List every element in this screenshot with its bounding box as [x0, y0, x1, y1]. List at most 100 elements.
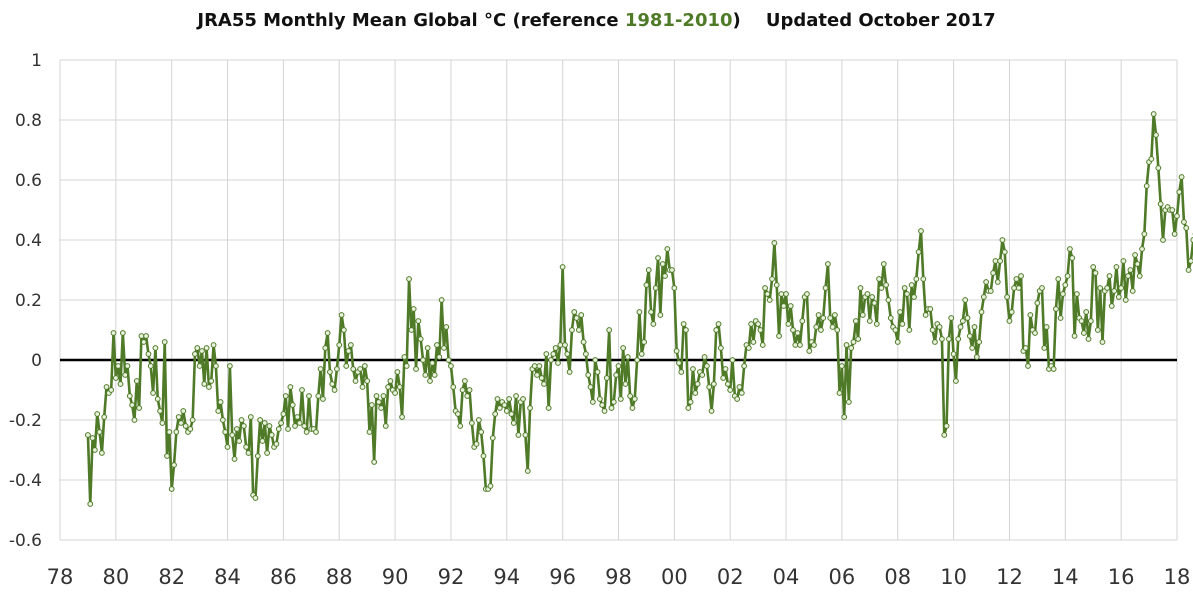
- data-point: [755, 321, 761, 327]
- data-point: [464, 393, 471, 399]
- data-point: [140, 339, 147, 345]
- y-tick-label: 0.8: [15, 111, 42, 131]
- data-point: [152, 345, 159, 351]
- x-tick-label: 96: [549, 565, 576, 589]
- data-point: [973, 354, 980, 360]
- data-point: [436, 354, 443, 360]
- data-point: [320, 396, 326, 402]
- data-point: [238, 417, 245, 423]
- data-point: [757, 327, 764, 333]
- data-point: [962, 297, 969, 303]
- data-point: [966, 333, 973, 339]
- data-point: [692, 390, 699, 396]
- data-point: [422, 372, 429, 378]
- data-point: [857, 285, 864, 291]
- x-tick-label: 00: [661, 565, 688, 589]
- data-point: [226, 363, 233, 369]
- data-point: [278, 420, 284, 426]
- data-point: [892, 327, 899, 333]
- data-point: [906, 327, 913, 333]
- data-point: [955, 336, 962, 342]
- data-point: [710, 381, 717, 387]
- data-point: [1185, 267, 1192, 273]
- data-point: [564, 351, 571, 357]
- data-point: [838, 363, 845, 369]
- data-point: [359, 384, 366, 390]
- data-point: [701, 354, 708, 360]
- data-point: [357, 366, 364, 372]
- data-point: [1018, 273, 1024, 279]
- data-point: [748, 321, 755, 327]
- data-point: [178, 420, 184, 426]
- data-point: [1080, 330, 1087, 336]
- data-point: [769, 276, 775, 282]
- data-point: [462, 378, 468, 384]
- data-point: [1055, 276, 1062, 282]
- data-point: [145, 351, 152, 357]
- data-point: [1157, 201, 1164, 207]
- data-point: [133, 378, 140, 384]
- data-point: [245, 450, 252, 456]
- data-point: [927, 306, 934, 312]
- data-point: [948, 315, 955, 321]
- data-point: [275, 426, 282, 432]
- data-point: [1176, 189, 1183, 195]
- data-point: [594, 369, 601, 375]
- data-point: [722, 366, 729, 372]
- data-point: [878, 285, 885, 291]
- data-point: [734, 396, 741, 402]
- data-point: [631, 396, 638, 402]
- data-point: [313, 429, 319, 435]
- x-tick-label: 90: [382, 565, 409, 589]
- data-point: [92, 447, 98, 453]
- data-point: [268, 432, 275, 438]
- data-point: [904, 291, 910, 297]
- data-point: [1071, 333, 1078, 339]
- data-point: [506, 396, 513, 402]
- data-point: [229, 432, 236, 438]
- data-point: [1134, 261, 1141, 267]
- data-point: [427, 378, 433, 384]
- data-point: [883, 282, 889, 288]
- data-point: [503, 408, 510, 414]
- data-point: [143, 333, 150, 339]
- y-axis-ticks: -0.6 -0.4 -0.2 0 0.2 0.4 0.6 0.8 1: [9, 51, 42, 551]
- data-point: [233, 426, 240, 432]
- data-point: [443, 324, 450, 330]
- data-point: [1113, 264, 1120, 270]
- data-point: [790, 327, 796, 333]
- data-point: [894, 339, 901, 345]
- data-point: [750, 339, 757, 345]
- data-point: [431, 372, 438, 378]
- data-point: [192, 351, 198, 357]
- data-point: [797, 342, 803, 348]
- data-point: [1132, 252, 1138, 258]
- data-point: [217, 399, 224, 405]
- data-point: [922, 312, 929, 318]
- series-line-layer: [86, 112, 1193, 506]
- data-point: [589, 399, 596, 405]
- data-point: [601, 408, 608, 414]
- data-point: [257, 417, 264, 423]
- data-point: [952, 378, 959, 384]
- data-point: [285, 426, 291, 432]
- data-point: [445, 357, 452, 363]
- data-point: [815, 312, 822, 318]
- data-point: [1171, 231, 1178, 237]
- data-point: [627, 393, 634, 399]
- data-point: [929, 327, 936, 333]
- x-tick-label: 02: [717, 565, 744, 589]
- y-tick-label: -0.6: [9, 531, 42, 551]
- data-point: [745, 345, 752, 351]
- data-point: [690, 366, 696, 372]
- x-tick-label: 12: [996, 565, 1023, 589]
- data-point: [671, 285, 678, 291]
- data-point: [771, 240, 778, 246]
- data-point: [115, 363, 122, 369]
- data-point: [992, 258, 999, 264]
- data-point: [608, 405, 615, 411]
- data-point: [913, 276, 920, 282]
- data-point: [997, 258, 1004, 264]
- data-point: [678, 369, 685, 375]
- data-point: [820, 315, 827, 321]
